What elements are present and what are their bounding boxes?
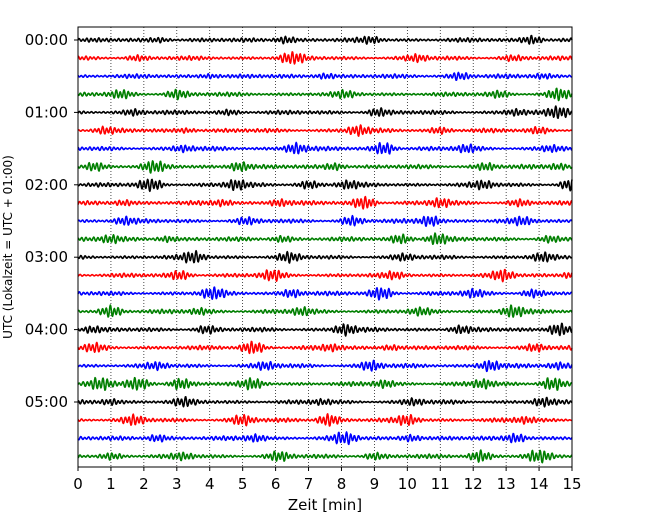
- trace-0215: [77, 195, 573, 210]
- trace-0245: [77, 232, 573, 245]
- trace-0430: [77, 359, 573, 373]
- x-tick-label: 0: [73, 475, 83, 493]
- trace-0145: [77, 160, 573, 174]
- trace-0300: [77, 249, 573, 264]
- trace-0045: [77, 87, 573, 102]
- x-tick-label: 6: [271, 475, 281, 493]
- y-axis-label: UTC (Lokalzeit = UTC + 01:00): [1, 155, 15, 339]
- trace-0515: [77, 413, 573, 427]
- trace-0100: [77, 105, 573, 120]
- trace-0315: [77, 268, 573, 283]
- y-tick-label: 00:00: [25, 31, 68, 49]
- x-tick-label: 13: [497, 475, 516, 493]
- x-tick-label: 14: [530, 475, 549, 493]
- x-tick-label: 4: [205, 475, 215, 493]
- trace-0415: [77, 340, 573, 355]
- trace-0000: [77, 34, 573, 45]
- trace-0130: [77, 141, 573, 155]
- trace-0030: [77, 71, 573, 82]
- x-tick-label: 11: [431, 475, 450, 493]
- trace-0400: [77, 322, 573, 337]
- trace-0545: [77, 449, 573, 464]
- x-axis-label: Zeit [min]: [288, 496, 362, 514]
- y-tick-label: 03:00: [25, 248, 68, 266]
- x-axis-ticks: 0 1 2 3 4 5 6 7 8 9 10 11 12 13 14 15: [73, 467, 582, 493]
- y-tick-label: 05:00: [25, 393, 68, 411]
- trace-0230: [77, 214, 573, 228]
- trace-0330: [77, 286, 573, 301]
- plot-frame: [77, 26, 573, 468]
- x-tick-label: 10: [398, 475, 417, 493]
- trace-0345: [77, 304, 573, 318]
- x-tick-label: 1: [106, 475, 116, 493]
- x-tick-label: 15: [562, 475, 581, 493]
- grid-lines: [110, 27, 540, 467]
- x-tick-label: 8: [337, 475, 347, 493]
- trace-0200: [77, 178, 573, 193]
- trace-0445: [77, 376, 573, 391]
- trace-0530: [77, 431, 573, 446]
- x-tick-label: 9: [370, 475, 380, 493]
- y-axis-ticks: 00:00 01:00 02:00 03:00 04:00 05:00: [25, 31, 78, 411]
- trace-0500: [77, 396, 573, 408]
- trace-0015: [77, 51, 573, 65]
- trace-group: [77, 34, 573, 464]
- y-tick-label: 04:00: [25, 321, 68, 339]
- x-tick-label: 2: [139, 475, 149, 493]
- x-tick-label: 3: [172, 475, 182, 493]
- x-tick-label: 5: [238, 475, 248, 493]
- x-tick-label: 7: [304, 475, 314, 493]
- x-tick-label: 12: [464, 475, 483, 493]
- trace-0115: [77, 124, 573, 137]
- y-tick-label: 02:00: [25, 176, 68, 194]
- y-tick-label: 01:00: [25, 103, 68, 121]
